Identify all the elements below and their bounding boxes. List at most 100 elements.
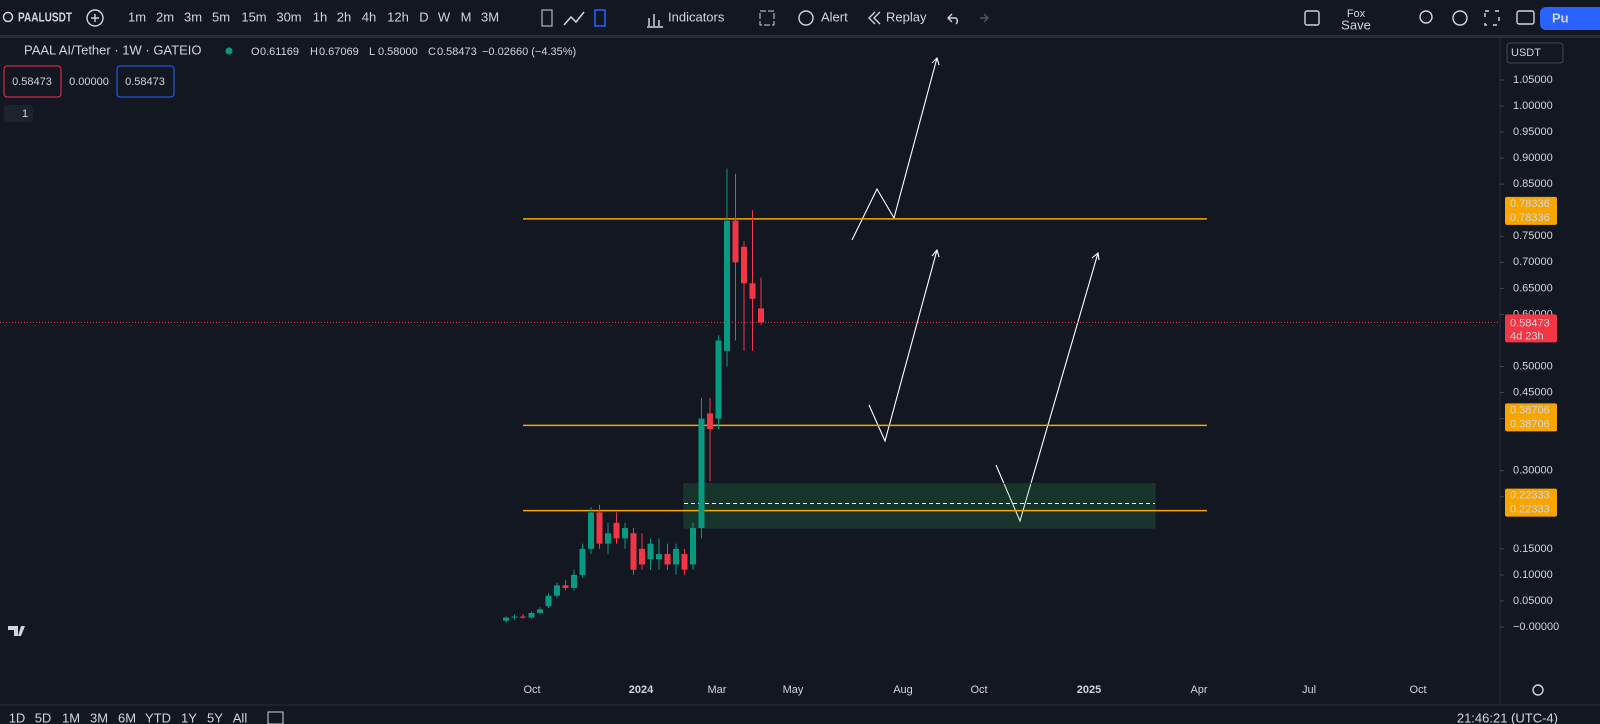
price-label: 0.70000	[1513, 256, 1553, 268]
candle-body	[622, 528, 628, 539]
interval[interactable]: 5m	[212, 9, 230, 24]
alert[interactable]: Alert	[821, 9, 848, 24]
candle-body	[630, 533, 637, 570]
interval[interactable]: 12h	[387, 9, 409, 24]
candle-type-icon[interactable]	[541, 9, 553, 27]
candle-body	[503, 617, 509, 621]
countdown: 4d 23h	[1510, 330, 1544, 342]
level-label: 0.22333	[1510, 490, 1550, 502]
range-button[interactable]: All	[233, 710, 248, 724]
price-label: 0.45000	[1513, 386, 1553, 398]
price-label: 0.05000	[1513, 595, 1553, 607]
add-symbol[interactable]	[86, 9, 104, 27]
price-label: 0.65000	[1513, 282, 1553, 294]
layout-button[interactable]	[1304, 10, 1320, 26]
time-label: May	[783, 684, 804, 696]
range-button[interactable]: 5Y	[207, 710, 223, 724]
legend-title: PAAL AI/Tether · 1W · GATEIO	[24, 42, 201, 57]
range-button[interactable]: 1M	[62, 710, 80, 724]
spread: 0.00000	[69, 76, 109, 88]
price-label: 1.00000	[1513, 100, 1553, 112]
date-range-icon[interactable]	[267, 711, 284, 724]
zone	[683, 483, 1156, 529]
redo[interactable]	[980, 13, 989, 23]
interval[interactable]: 1m	[128, 9, 146, 24]
candle-body	[647, 543, 654, 560]
buy-price: 0.58473	[125, 76, 165, 88]
search-icon[interactable]	[2, 11, 14, 23]
level-badge	[1505, 488, 1557, 517]
templates-icon[interactable]	[759, 10, 775, 26]
interval[interactable]: W	[438, 9, 451, 24]
sell-box[interactable]	[3, 65, 62, 98]
interval[interactable]: M	[461, 9, 472, 24]
publish-button[interactable]	[1540, 7, 1600, 30]
range-button[interactable]: 5D	[35, 710, 52, 724]
arrow	[868, 248, 940, 443]
undo[interactable]	[947, 13, 958, 25]
legend-label: H	[310, 46, 318, 58]
time-label: 2024	[629, 684, 654, 696]
interval[interactable]: 15m	[241, 9, 266, 24]
level-label: 0.22333	[1510, 504, 1550, 516]
legend-value: 0.61169	[260, 46, 299, 58]
alert-icon	[798, 10, 814, 26]
quick-search[interactable]	[1419, 10, 1433, 24]
range-button[interactable]: 6M	[118, 710, 136, 724]
legend-label: O	[251, 46, 260, 58]
top-bar	[0, 0, 1600, 36]
snapshot[interactable]	[1516, 10, 1535, 25]
interval[interactable]: 30m	[276, 9, 301, 24]
range-button[interactable]: 1D	[9, 710, 26, 724]
level-badge	[1505, 196, 1557, 225]
layout-status: Save	[1341, 17, 1371, 32]
active-chart-type[interactable]	[594, 9, 606, 27]
currency-select[interactable]	[1506, 42, 1564, 64]
candle-body	[656, 554, 662, 560]
time-label: Oct	[523, 684, 540, 696]
candle-body	[724, 220, 730, 351]
range-button[interactable]: 3M	[90, 710, 108, 724]
price-badge	[1505, 314, 1557, 343]
replay[interactable]: Replay	[886, 9, 927, 24]
interval[interactable]: 4h	[362, 9, 376, 24]
candle-body	[528, 612, 535, 618]
candle-body	[554, 585, 560, 596]
candle-body	[520, 616, 526, 618]
price-label: 0.15000	[1513, 543, 1553, 555]
fullscreen[interactable]	[1484, 10, 1500, 26]
level-badge	[1505, 403, 1557, 432]
legend-label: C	[428, 46, 436, 58]
candle-body	[511, 616, 518, 618]
indicator-toggle[interactable]	[4, 105, 33, 122]
axis-settings[interactable]	[1532, 684, 1544, 696]
symbol[interactable]: PAALUSDT	[18, 9, 72, 24]
time-label: Oct	[1409, 684, 1426, 696]
interval[interactable]: 2h	[337, 9, 351, 24]
line-type-icon[interactable]	[563, 11, 585, 26]
indicators[interactable]: Indicators	[668, 9, 725, 24]
interval[interactable]: 3m	[184, 9, 202, 24]
indicator-count: 1	[22, 108, 28, 120]
range-button[interactable]: YTD	[145, 710, 171, 724]
interval[interactable]: D	[419, 9, 428, 24]
candle-body	[613, 522, 620, 539]
price-label: 0.85000	[1513, 178, 1553, 190]
price-label: 0.10000	[1513, 569, 1553, 581]
candle-body	[758, 308, 764, 323]
interval[interactable]: 1h	[313, 9, 327, 24]
candle-body	[707, 413, 713, 430]
time-label: 2025	[1077, 684, 1101, 696]
legend-change: −0.02660 (−4.35%)	[482, 46, 576, 58]
candle-body	[605, 533, 611, 544]
settings[interactable]	[1452, 10, 1468, 26]
sell-price: 0.58473	[12, 76, 52, 88]
interval[interactable]: 2m	[156, 9, 174, 24]
candle-body	[571, 574, 577, 588]
buy-box[interactable]	[116, 65, 175, 98]
interval[interactable]: 3M	[481, 9, 499, 24]
range-button[interactable]: 1Y	[181, 710, 197, 724]
